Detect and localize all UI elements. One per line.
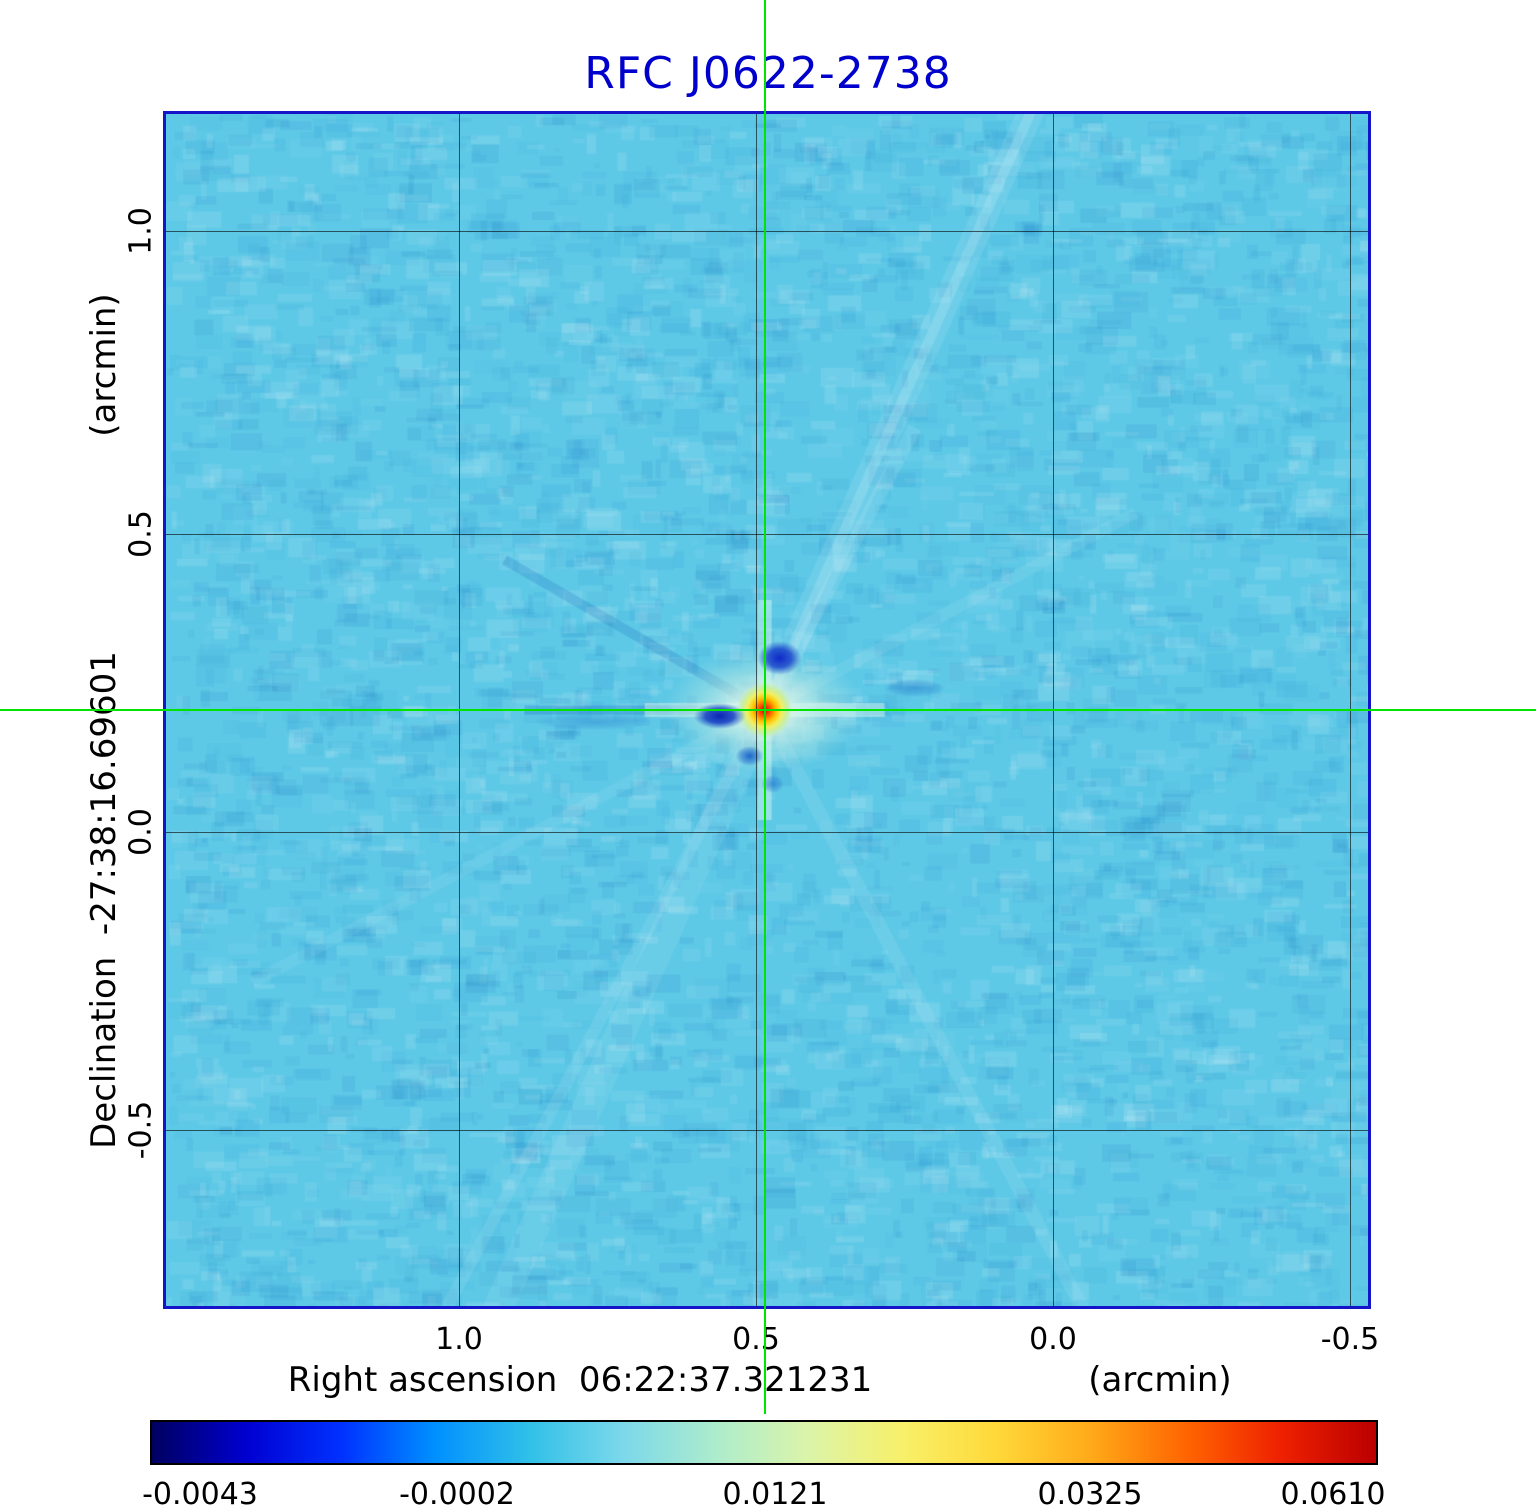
page-title: RFC J0622-2738 — [584, 48, 952, 99]
x-tick-label: -0.5 — [1320, 1322, 1380, 1357]
grid-line-horizontal — [166, 831, 1368, 833]
x-tick-label: 0.5 — [732, 1322, 780, 1357]
x-tick-label: 1.0 — [435, 1322, 483, 1357]
y-axis-title: Declination -27:38:16.69601 — [84, 651, 124, 1149]
colorbar-gradient — [150, 1420, 1378, 1465]
grid-line-horizontal — [166, 1129, 1368, 1131]
x-axis-title: Right ascension 06:22:37.321231 — [287, 1360, 873, 1400]
colorbar-tick-label: 0.0610 — [1280, 1477, 1386, 1511]
crosshair-horizontal-line — [0, 709, 1536, 711]
x-tick-label: 0.0 — [1029, 1322, 1077, 1357]
y-tick-label: 0.0 — [123, 808, 159, 856]
grid-line-horizontal — [166, 230, 1368, 232]
grid-line-horizontal — [166, 533, 1368, 535]
colorbar-tick-label: -0.0002 — [399, 1477, 515, 1511]
y-tick-label: 0.5 — [123, 510, 159, 558]
crosshair-vertical-line — [764, 0, 766, 1414]
colorbar-tick-label: -0.0043 — [142, 1477, 258, 1511]
x-axis-unit-label: (arcmin) — [1088, 1360, 1232, 1400]
colorbar-tick-label: 0.0325 — [1037, 1477, 1143, 1511]
y-axis-unit-label: (arcmin) — [84, 293, 124, 437]
y-tick-label: -0.5 — [123, 1100, 159, 1160]
y-tick-label: 1.0 — [123, 207, 159, 255]
colorbar-tick-label: 0.0121 — [722, 1477, 828, 1511]
